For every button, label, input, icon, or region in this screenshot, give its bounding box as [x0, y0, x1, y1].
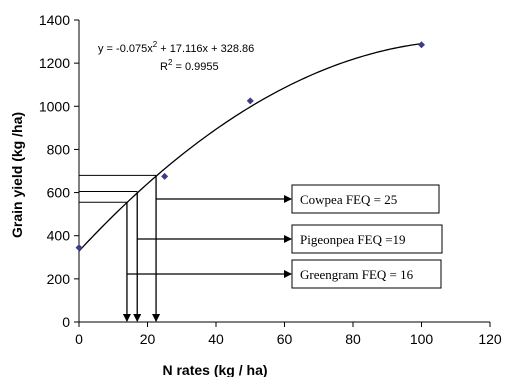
data-point	[418, 41, 425, 49]
x-tick-label: 120	[478, 331, 502, 347]
trendline-curve	[78, 42, 422, 252]
x-tick-label: 100	[410, 331, 434, 347]
annotation-label-pigeonpea: Pigeonpea FEQ =19	[300, 232, 406, 247]
guide-lines-layer	[79, 174, 292, 322]
equation-rest: + 17.116x + 328.86	[157, 43, 254, 55]
data-point	[246, 97, 254, 105]
x-tick-label: 60	[277, 331, 293, 347]
y-tick-label: 0	[62, 314, 70, 330]
annotation-label-greengram: Greengram FEQ = 16	[300, 267, 414, 282]
x-tick-label: 0	[75, 331, 83, 347]
r2-superscript: 2	[168, 58, 173, 67]
x-axis-title: N rates (kg / ha)	[162, 362, 267, 377]
annotation-label-cowpea: Cowpea FEQ = 25	[300, 192, 397, 207]
annotation-pigeonpea: Pigeonpea FEQ =19	[291, 224, 443, 254]
y-tick-label: 1000	[39, 98, 70, 114]
annotation-box-cowpea	[291, 184, 440, 214]
y-tick-label: 200	[47, 271, 71, 287]
annotation-box-pigeonpea	[291, 224, 443, 254]
data-points-layer	[75, 41, 425, 252]
y-tick-label: 1200	[39, 55, 70, 71]
trendline-equation: y = -0.075x2 + 17.116x + 328.86 R2 = 0.9…	[98, 40, 254, 73]
svg-text:R2 = 0.9955: R2 = 0.9955	[160, 58, 219, 73]
y-tick-label: 1400	[39, 12, 70, 28]
y-tick-label: 800	[47, 141, 71, 157]
x-tick-label: 40	[208, 331, 224, 347]
x-tick-label: 20	[140, 331, 156, 347]
data-point	[75, 244, 83, 252]
data-point	[161, 172, 169, 180]
annotation-box-greengram	[291, 259, 442, 289]
x-tick-label: 80	[345, 331, 361, 347]
r2-main: R	[160, 61, 168, 73]
annotation-cowpea: Cowpea FEQ = 25	[291, 184, 440, 214]
r2-rest: = 0.9955	[172, 61, 218, 73]
equation-main: y = -0.075x	[98, 43, 153, 55]
y-tick-label: 400	[47, 228, 71, 244]
equation-superscript: 2	[153, 40, 158, 49]
y-tick-label: 600	[47, 185, 71, 201]
y-axis-title: Grain yield (kg /ha)	[9, 112, 25, 238]
annotation-greengram: Greengram FEQ = 16	[291, 259, 442, 289]
trendline-layer	[78, 42, 422, 252]
svg-text:y = -0.075x2 + 17.116x + 328.8: y = -0.075x2 + 17.116x + 328.86	[98, 40, 254, 55]
